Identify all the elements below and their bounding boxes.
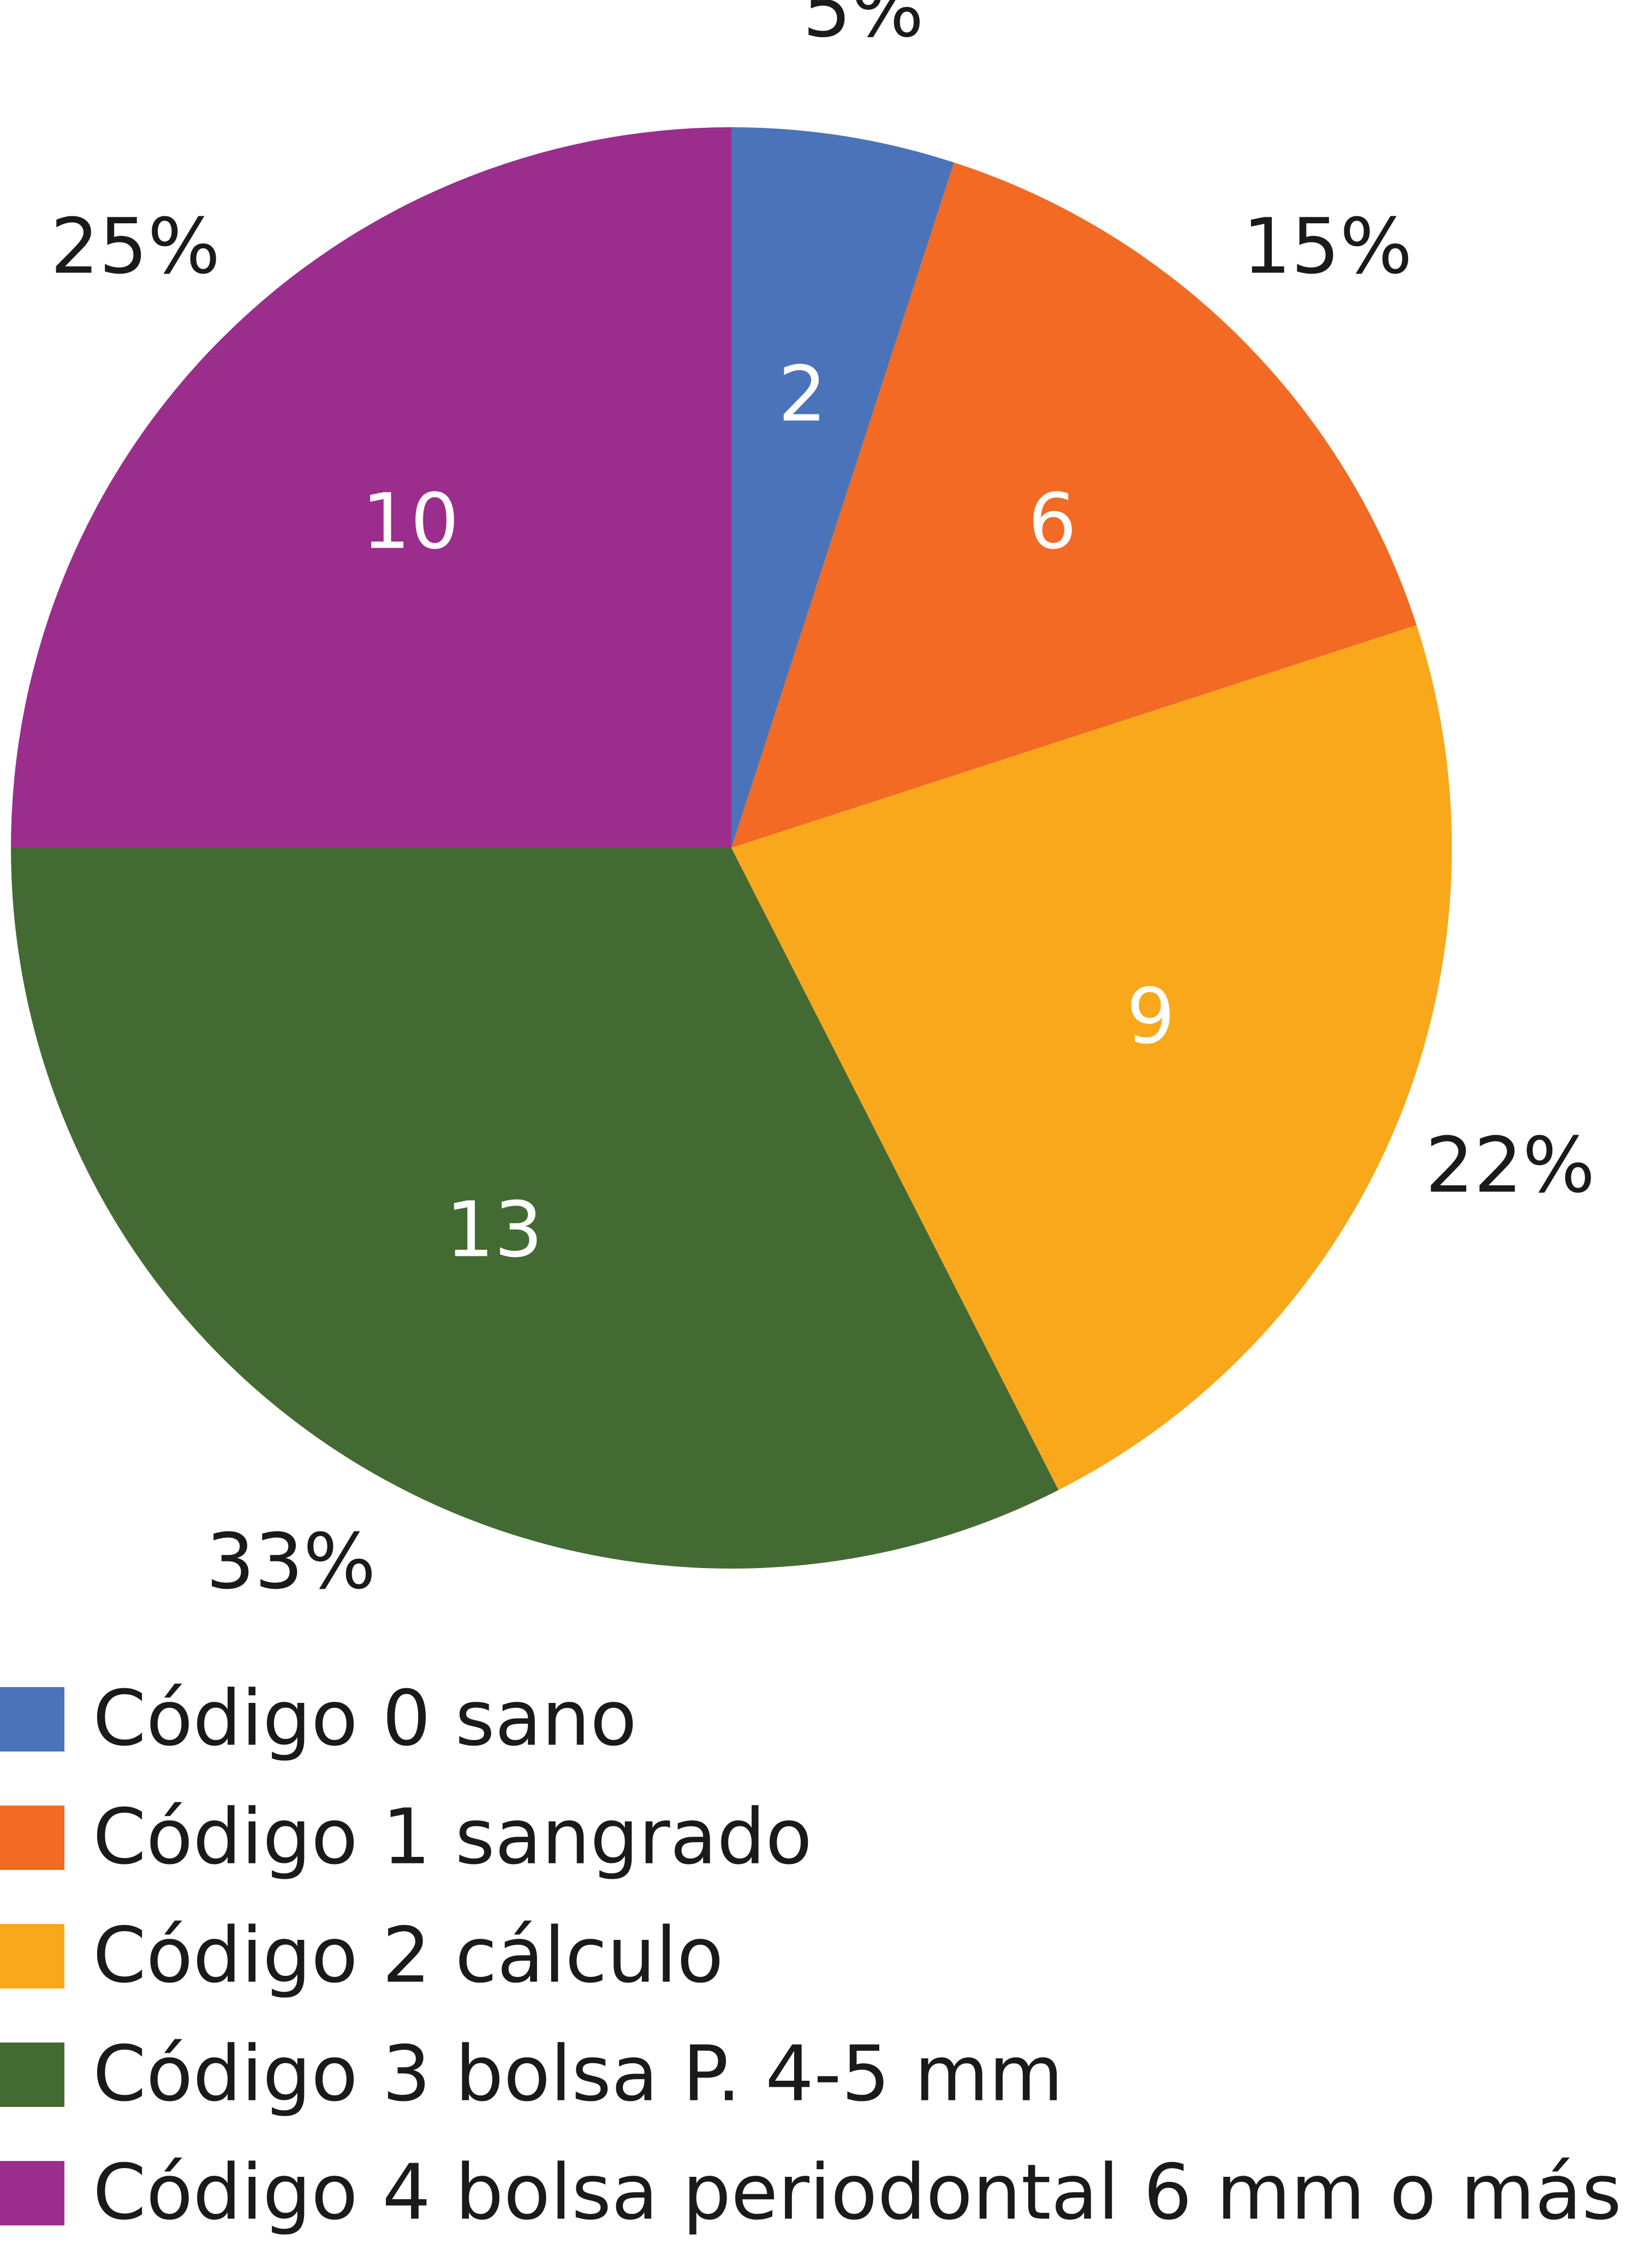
legend-label: Código 2 cálculo xyxy=(93,1911,724,2000)
legend-label: Código 4 bolsa periodontal 6 mm o más xyxy=(93,2148,1622,2237)
pie-slice xyxy=(731,625,1452,1491)
slice-percent-label: 15% xyxy=(1242,203,1412,292)
pie-slice xyxy=(11,127,731,848)
legend: Código 0 sano Código 1 sangrado Código 2 c… xyxy=(0,1675,1622,2237)
slice-value-label: 9 xyxy=(1127,972,1175,1061)
slice-value-labels: 2 6 9 13 10 xyxy=(362,350,1175,1274)
legend-label: Código 3 bolsa P. 4-5 mm xyxy=(93,2030,1063,2119)
slice-percent-label: 25% xyxy=(50,203,220,292)
pie-slice xyxy=(11,848,1059,1569)
slice-value-label: 13 xyxy=(445,1186,543,1275)
slice-value-label: 6 xyxy=(1028,478,1076,567)
legend-label: Código 1 sangrado xyxy=(93,1793,812,1882)
slice-percent-labels: 5% 15% 22% 33% 25% xyxy=(50,0,1595,1606)
slice-percent-label: 5% xyxy=(803,0,924,55)
pie-slice xyxy=(731,162,1417,848)
legend-swatch xyxy=(0,1806,64,1870)
legend-swatch xyxy=(0,1924,64,1988)
pie-slices xyxy=(11,127,1452,1569)
slice-percent-label: 33% xyxy=(206,1517,376,1606)
slice-value-label: 2 xyxy=(778,350,827,439)
slice-percent-label: 22% xyxy=(1425,1121,1595,1210)
legend-label: Código 0 sano xyxy=(93,1675,637,1764)
legend-swatch xyxy=(0,2043,64,2107)
slice-value-label: 10 xyxy=(362,478,459,567)
pie-slice xyxy=(731,127,954,848)
legend-swatch xyxy=(0,2161,64,2225)
legend-swatch xyxy=(0,1687,64,1752)
